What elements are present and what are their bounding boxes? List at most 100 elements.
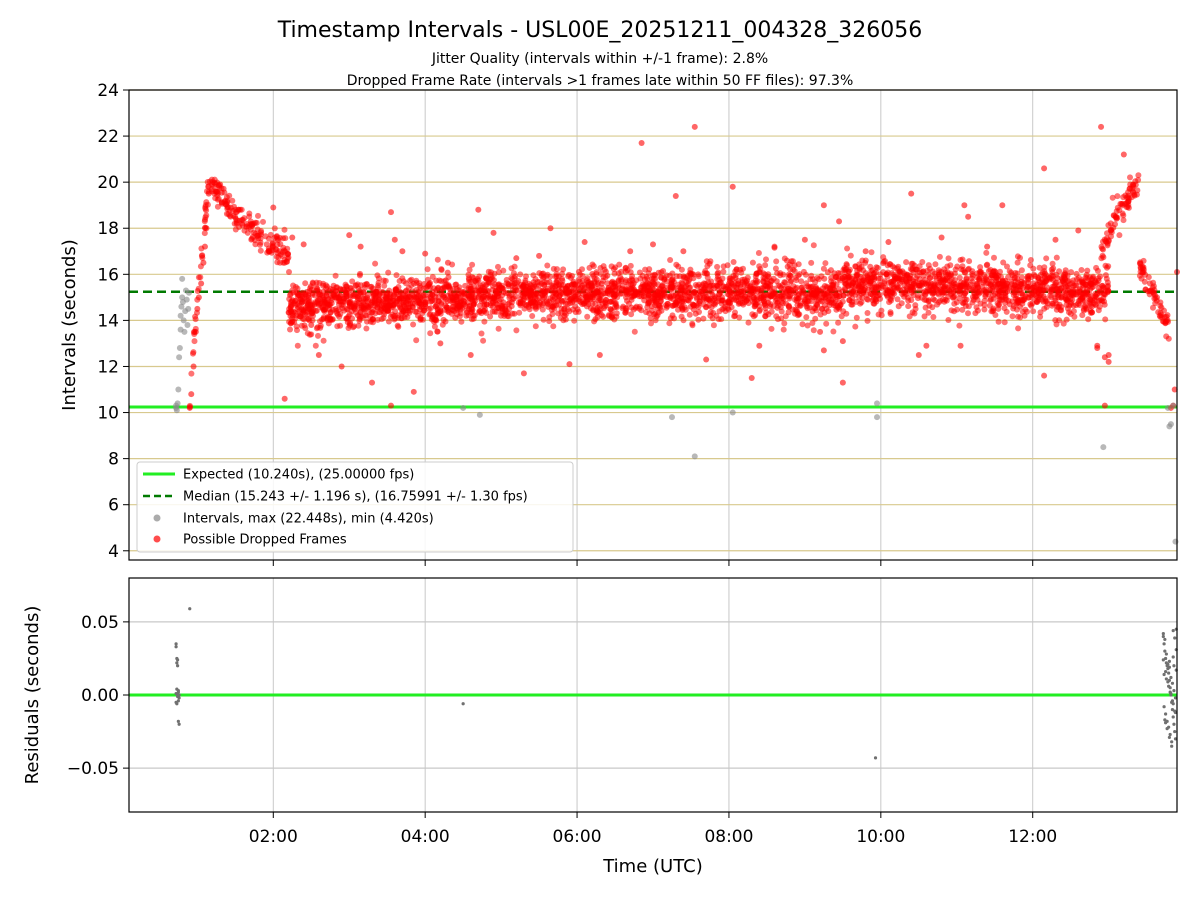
legend-expected-label: Expected (10.240s), (25.00000 fps) xyxy=(183,468,414,483)
residual-point xyxy=(1163,649,1167,653)
dropped-frame-point xyxy=(868,286,875,293)
dropped-frame-point xyxy=(618,268,625,275)
dropped-frame-point xyxy=(875,284,882,291)
legend-box xyxy=(136,461,574,553)
dropped-frame-point xyxy=(1116,232,1123,239)
dropped-frame-point xyxy=(758,295,765,302)
dropped-frame-point xyxy=(363,325,370,332)
dropped-frame-point xyxy=(339,305,346,312)
interval-point xyxy=(185,289,192,296)
dropped-frame-point xyxy=(948,307,955,314)
dropped-frame-point xyxy=(965,310,971,317)
dropped-frame-point xyxy=(1120,217,1127,224)
dropped-frame-point xyxy=(1109,194,1116,201)
dropped-frame-point xyxy=(302,280,309,287)
dropped-frame-point xyxy=(319,292,326,299)
dropped-frame-point xyxy=(804,322,811,329)
residual-point xyxy=(1173,737,1178,741)
dropped-frame-point xyxy=(925,298,932,305)
dropped-frame-point xyxy=(945,317,952,323)
dropped-frame-point xyxy=(577,284,584,291)
dropped-frame-point xyxy=(939,275,946,281)
dropped-frame-point xyxy=(862,248,869,255)
dropped-frame-point xyxy=(853,298,860,305)
dropped-frame-point xyxy=(805,284,812,291)
dropped-frame-point xyxy=(762,302,769,309)
dropped-frame-point xyxy=(813,290,820,297)
dropped-frame-point xyxy=(381,308,387,315)
interval-points xyxy=(173,275,1179,545)
dropped-frame-point xyxy=(836,293,843,300)
dropped-frame-point xyxy=(1136,272,1143,279)
dropped-frame-point xyxy=(629,277,636,284)
dropped-frame-point xyxy=(469,291,476,298)
dropped-frame-point xyxy=(982,274,989,281)
dropped-frame-point xyxy=(836,218,843,225)
dropped-frame-point xyxy=(257,231,264,238)
dropped-frame-point xyxy=(541,274,547,280)
dropped-frame-point xyxy=(666,272,673,279)
dropped-frame-point xyxy=(836,270,843,277)
dropped-frame-point xyxy=(504,313,511,320)
dropped-frame-point xyxy=(948,291,954,298)
dropped-frame-point xyxy=(1031,287,1038,294)
residuals-xtick-label: 08:00 xyxy=(704,827,753,847)
dropped-frame-point xyxy=(732,309,738,316)
interval-point xyxy=(460,404,467,411)
dropped-frame-point xyxy=(495,325,502,332)
dropped-frame-point xyxy=(1000,259,1007,266)
residuals-ytick-label: 0.05 xyxy=(81,613,119,633)
dropped-frame-point xyxy=(393,272,400,279)
dropped-frame-point xyxy=(364,298,370,305)
dropped-frame-point xyxy=(1123,204,1130,211)
dropped-frame-point xyxy=(791,268,798,274)
dropped-frame-point xyxy=(1098,255,1105,262)
residual-point xyxy=(174,642,178,646)
dropped-frame-point xyxy=(532,323,539,330)
residual-points xyxy=(174,607,1178,760)
dropped-frame-point xyxy=(672,192,679,199)
dropped-frame-point xyxy=(954,306,960,313)
dropped-frame-point xyxy=(270,204,277,211)
dropped-frame-point xyxy=(1018,267,1025,274)
dropped-frame-point xyxy=(343,288,349,295)
dropped-frame-point xyxy=(422,250,429,257)
residuals-xtick-label: 02:00 xyxy=(249,827,298,847)
dropped-frame-point xyxy=(427,290,434,297)
dropped-frame-point xyxy=(308,286,315,293)
dropped-frame-point xyxy=(384,290,391,297)
dropped-frame-point xyxy=(864,310,871,316)
dropped-frame-point xyxy=(653,313,660,320)
dropped-frame-point xyxy=(419,316,426,323)
dropped-frame-point xyxy=(830,285,837,292)
dropped-frame-point xyxy=(570,278,577,285)
dropped-frame-point xyxy=(1008,269,1015,276)
dropped-frame-point xyxy=(1053,285,1060,292)
dropped-frame-point xyxy=(280,244,287,251)
dropped-frame-point xyxy=(627,262,634,269)
interval-point xyxy=(1167,421,1174,428)
dropped-frame-point xyxy=(1114,204,1121,211)
dropped-frame-point xyxy=(1107,220,1114,227)
dropped-frame-point xyxy=(1022,293,1029,300)
dropped-frame-point xyxy=(774,304,781,311)
dropped-frame-point xyxy=(622,268,629,275)
dropped-frame-point xyxy=(1145,288,1151,295)
dropped-frame-point xyxy=(922,304,929,311)
dropped-frame-point xyxy=(676,273,683,280)
dropped-frame-point xyxy=(771,243,778,250)
dropped-frame-point xyxy=(853,314,860,321)
dropped-frame-point xyxy=(1001,282,1008,288)
dropped-frame-point xyxy=(613,304,620,311)
dropped-frame-point xyxy=(749,259,756,266)
dropped-frame-point xyxy=(375,309,382,316)
dropped-frame-point xyxy=(650,241,656,248)
dropped-frame-point xyxy=(780,271,787,278)
dropped-frame-point xyxy=(411,293,418,300)
residual-point xyxy=(1172,664,1176,668)
dropped-frame-point xyxy=(434,256,441,263)
dropped-frame-point xyxy=(768,308,775,315)
dropped-frame-point xyxy=(957,288,964,295)
dropped-frame-point xyxy=(947,270,954,277)
dropped-frame-point xyxy=(547,273,554,280)
